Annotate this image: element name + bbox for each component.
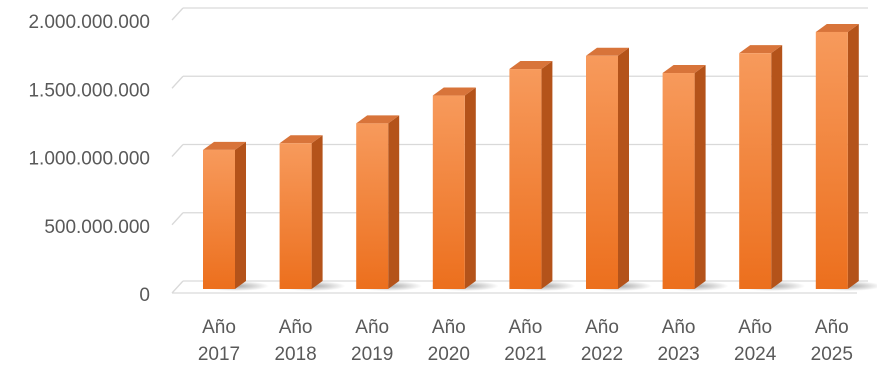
bar-front [739,53,772,290]
gridline-depth [171,75,184,89]
gridline-depth [171,144,184,157]
x-axis: Año 2017 Año 2018 Año 2019 Año 2020 Año 2021 Año 20… [198,317,853,365]
x-tick-label: Año 2020 [428,317,470,365]
x-tick-label: Año 2022 [581,317,623,365]
bar-side [771,45,783,290]
bar-top [739,45,783,54]
bar [660,65,729,291]
bars [201,23,877,291]
x-tick-label: Año 2017 [198,317,240,365]
bar-side [694,65,706,290]
bar [201,141,269,291]
bar [354,115,423,291]
x-tick-label: Año 2023 [657,317,699,365]
bar-top [662,65,706,74]
bar-front [509,69,542,289]
y-tick-label: 2.000.000.000 [28,12,150,33]
x-tick-label: Año 2025 [811,317,853,365]
bar-front [432,95,465,289]
x-tick-label: Año 2024 [734,317,777,365]
bar-side [388,115,400,289]
bar-front [356,123,389,289]
bar [737,45,806,291]
bar-front [662,73,695,290]
gridline-depth [171,7,184,21]
bar-side [464,87,476,289]
bar-side [618,47,629,289]
bar-front [815,31,848,289]
bar [813,23,877,291]
bar-side [235,141,246,289]
bar-front [586,55,618,289]
bar [584,47,652,291]
bar-top [356,115,400,124]
bar-front [203,149,235,289]
x-tick-label: Año 2019 [351,317,393,365]
bar [277,135,346,291]
x-tick-label: Año 2021 [504,317,546,365]
y-tick-label: 1.000.000.000 [28,149,150,170]
bar-side [311,135,323,289]
gridline-depth [171,212,184,226]
bar-front [279,143,312,289]
bar [507,61,576,291]
x-tick-label: Año 2018 [274,317,316,365]
bar-top [509,61,553,70]
bar-top [432,87,476,96]
y-tick-label: 500.000.000 [44,217,150,238]
bar-top [203,141,246,150]
bar-top [279,135,323,144]
y-tick-label: 1.500.000.000 [28,80,150,101]
bar-top [815,23,859,32]
y-axis: 0 500.000.000 1.000.000.000 1.500.000.000 2.… [28,12,150,306]
bar-side [541,61,553,289]
bar [430,87,499,291]
gridline-depth [171,280,184,294]
bar-side [847,23,859,289]
y-tick-label: 0 [139,285,150,306]
bar-top [586,47,629,56]
